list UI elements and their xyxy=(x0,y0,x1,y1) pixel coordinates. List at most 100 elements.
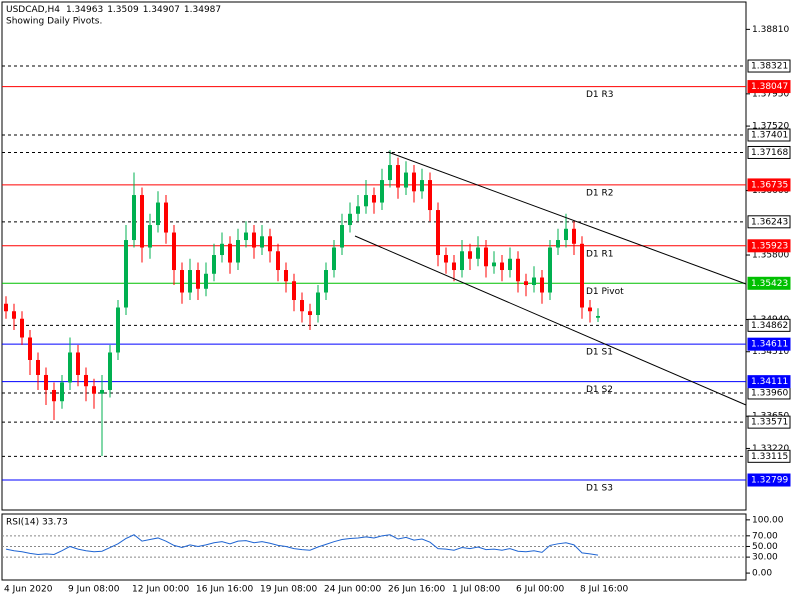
candle-body xyxy=(100,389,104,394)
candle-body xyxy=(60,382,64,402)
candle-body xyxy=(556,240,560,248)
candle-body xyxy=(196,270,200,289)
candle-body xyxy=(36,359,40,375)
level-name: D1 Pivot xyxy=(586,287,624,297)
candle-body xyxy=(444,255,448,263)
candle-body xyxy=(236,240,240,263)
candle-body xyxy=(540,277,544,293)
candle-body xyxy=(300,300,304,312)
x-tick-label: 19 Jun 08:00 xyxy=(260,585,317,595)
level-value: 1.33960 xyxy=(751,388,788,398)
level-name: D1 S2 xyxy=(586,385,613,395)
level-tag xyxy=(747,276,791,290)
y-tick-label: 50.00 xyxy=(752,542,778,552)
level-tag xyxy=(747,337,791,351)
level-tag xyxy=(747,473,791,487)
level-value: 1.34611 xyxy=(751,340,788,350)
candle-body xyxy=(564,228,568,241)
level-tag xyxy=(747,239,791,253)
candle-body xyxy=(372,195,376,203)
y-tick-label: 30.00 xyxy=(752,553,778,563)
candle-body xyxy=(12,311,16,319)
candle-body xyxy=(316,292,320,316)
x-tick-label: 1 Jul 08:00 xyxy=(452,585,501,595)
symbol: USDCAD,H4 1.34963 1.3509 1.34907 1.34987 xyxy=(6,5,221,15)
candle-body xyxy=(500,262,504,271)
candle-body xyxy=(172,232,176,271)
candle-body xyxy=(164,202,168,233)
candle-body xyxy=(276,251,280,271)
candle-body xyxy=(388,165,392,181)
candle-body xyxy=(220,243,224,256)
price-panel xyxy=(1,1,747,511)
candle-body xyxy=(188,270,192,293)
level-value: 1.35923 xyxy=(751,241,788,251)
candle-body xyxy=(108,352,112,390)
candle-body xyxy=(212,255,216,274)
x-tick-label: 26 Jun 16:00 xyxy=(388,585,445,595)
candle-body xyxy=(348,213,352,226)
level-tag xyxy=(747,59,791,73)
candle-body xyxy=(380,180,384,203)
candle-body xyxy=(332,247,336,271)
candle-body xyxy=(572,228,576,244)
candle-body xyxy=(76,352,80,375)
candle-body xyxy=(532,277,536,286)
level-value: 1.36243 xyxy=(751,217,788,227)
level-name: D1 R2 xyxy=(586,188,614,198)
candle-body xyxy=(92,386,96,394)
level-name: D1 S3 xyxy=(586,484,613,494)
x-tick-label: 4 Jun 2020 xyxy=(4,585,53,595)
trend-line xyxy=(387,151,747,285)
candle-body xyxy=(436,210,440,256)
y-tick-label: 100.00 xyxy=(752,515,784,525)
level-value: 1.35423 xyxy=(751,279,788,289)
level-value: 1.34111 xyxy=(751,377,788,387)
candle-body xyxy=(228,243,232,263)
level-value: 1.32799 xyxy=(751,476,788,486)
x-tick-label: 16 Jun 16:00 xyxy=(196,585,253,595)
open: 1.34963 xyxy=(66,5,103,15)
level-value: 1.33115 xyxy=(751,452,788,462)
level-value: 1.37401 xyxy=(751,130,788,140)
candle-body xyxy=(324,270,328,293)
candle-body xyxy=(588,307,592,312)
candle-body xyxy=(404,172,408,188)
candle-body xyxy=(20,318,24,338)
level-tag xyxy=(747,128,791,142)
level-tag xyxy=(747,145,791,159)
candle-body xyxy=(244,232,248,241)
candle-body xyxy=(156,202,160,226)
level-name: D1 R3 xyxy=(586,90,614,100)
y-tick-label: 1.38810 xyxy=(752,25,789,35)
x-tick-label: 9 Jun 08:00 xyxy=(68,585,120,595)
level-tag xyxy=(747,80,791,94)
trend-line xyxy=(354,235,747,406)
level-name: D1 R1 xyxy=(586,249,614,259)
price-layer xyxy=(2,65,746,481)
candle-body xyxy=(516,258,520,282)
candle-body xyxy=(524,281,528,286)
candle-body xyxy=(28,337,32,360)
y-tick-label: 0.00 xyxy=(752,569,772,579)
rsi-panel xyxy=(1,513,747,581)
level-value: 1.36735 xyxy=(751,180,788,190)
candle-body xyxy=(68,352,72,383)
candle-body xyxy=(44,374,48,390)
candle-body xyxy=(148,225,152,248)
y-tick-label: 1.37950 xyxy=(752,89,789,99)
candle-body xyxy=(260,236,264,248)
candle-body xyxy=(84,374,88,387)
candle-body xyxy=(412,172,416,192)
x-tick-label: 24 Jun 00:00 xyxy=(324,585,381,595)
candle-body xyxy=(340,225,344,248)
level-value: 1.38047 xyxy=(751,82,788,92)
candle-body xyxy=(252,232,256,248)
candle-body xyxy=(548,247,552,293)
candle-body xyxy=(580,243,584,308)
y-tick-label: 1.34510 xyxy=(752,347,789,357)
rsi-title: RSI(14) 33.73 xyxy=(6,518,68,528)
candle-body xyxy=(356,206,360,214)
candle-body xyxy=(180,270,184,293)
